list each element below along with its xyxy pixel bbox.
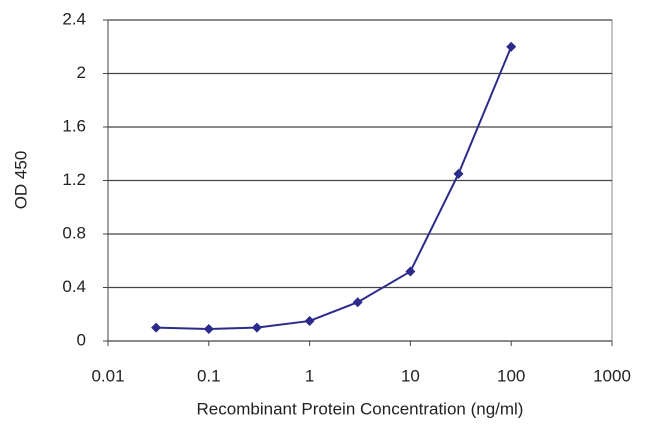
data-point (203, 323, 214, 334)
y-tick-label: 0 (77, 330, 86, 349)
data-point (506, 41, 517, 52)
x-tick-label: 1000 (593, 366, 631, 385)
data-line (156, 46, 513, 330)
data-point (352, 297, 363, 308)
x-tick-label: 0.01 (91, 366, 124, 385)
data-point (151, 322, 162, 333)
y-tick-label: 0.8 (62, 223, 86, 242)
y-axis-label: OD 450 (11, 151, 30, 210)
y-tick-label: 1.6 (62, 116, 86, 135)
y-tick-label: 2 (77, 63, 86, 82)
y-tick-label: 2.4 (62, 9, 86, 28)
x-tick-label: 10 (401, 366, 420, 385)
data-point (304, 315, 315, 326)
y-tick-label: 1.2 (62, 170, 86, 189)
x-tick-label: 100 (497, 366, 525, 385)
data-point (405, 266, 416, 277)
x-tick-label: 0.1 (197, 366, 221, 385)
x-tick-label: 1 (305, 366, 314, 385)
x-axis-label: Recombinant Protein Concentration (ng/ml… (197, 399, 524, 418)
y-tick-label: 0.4 (62, 277, 86, 296)
data-point (251, 322, 262, 333)
data-point (453, 168, 464, 179)
